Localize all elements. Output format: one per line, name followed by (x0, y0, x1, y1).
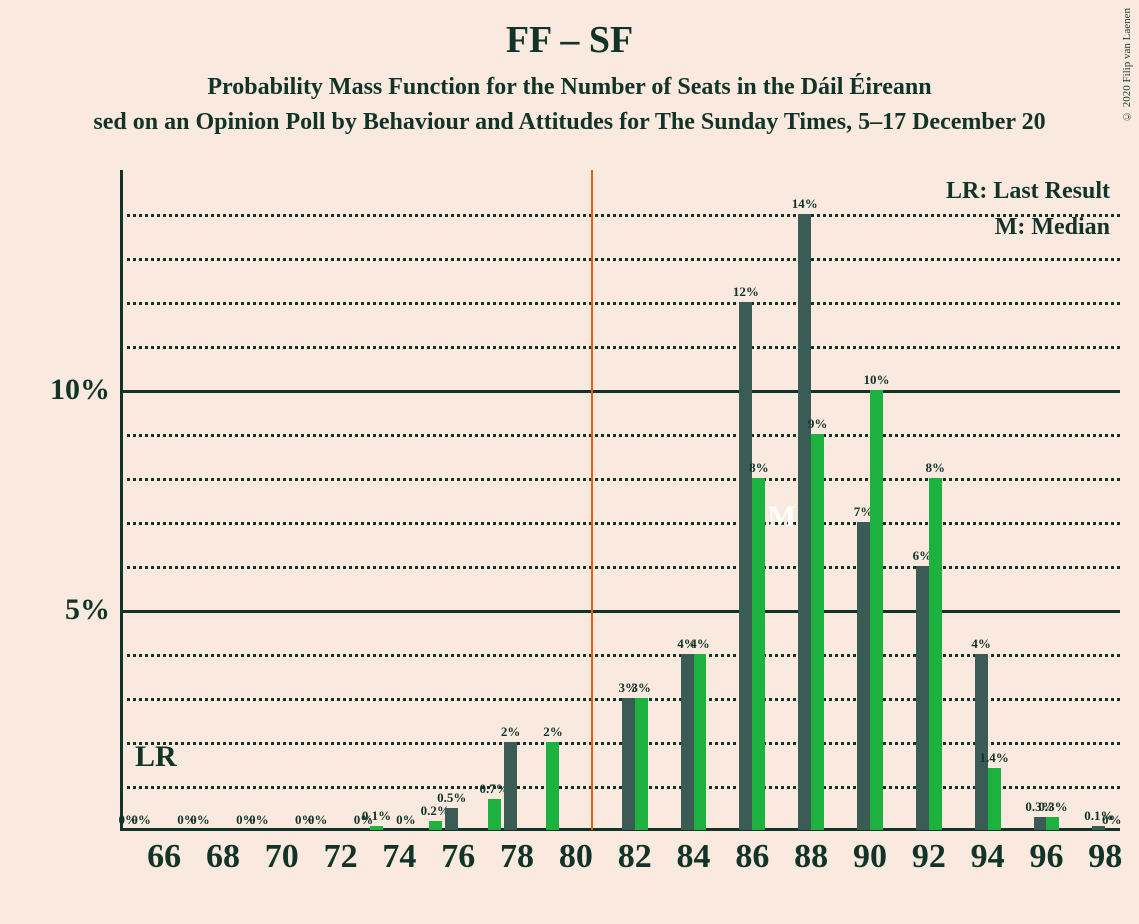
bar-series-a: 14% (798, 214, 811, 830)
legend-m: M: Median (995, 214, 1110, 241)
bar-value-label: 4% (690, 636, 710, 652)
legend-lr: LR: Last Result (946, 178, 1110, 205)
bar-series-b: 3% (635, 698, 648, 830)
x-tick-label: 78 (500, 838, 534, 876)
bar-series-b: 0.3% (1046, 817, 1059, 830)
x-tick-label: 94 (971, 838, 1005, 876)
bar-value-label: 12% (733, 284, 759, 300)
bar-value-label: 0.3% (1038, 799, 1067, 815)
bar-value-label: 8% (749, 460, 769, 476)
chart-title: FF – SF (0, 0, 1139, 62)
bar-value-label: 0% (131, 812, 151, 828)
bar-series-b: 10% (870, 390, 883, 830)
bar-series-a: 0.3% (1034, 817, 1047, 830)
bar-series-a: 4% (975, 654, 988, 830)
x-tick-label: 92 (912, 838, 946, 876)
bar-value-label: 0% (1102, 812, 1122, 828)
x-tick-label: 80 (559, 838, 593, 876)
plot-area: 0%0%0%0%0%0%0%0%0%0.1%0%0.2%0.5%0.7%2%2%… (120, 170, 1120, 830)
lr-label: LR (135, 740, 177, 774)
bar-value-label: 0.5% (437, 790, 466, 806)
median-label: M (768, 500, 796, 534)
x-tick-label: 72 (324, 838, 358, 876)
bar-series-a: 6% (916, 566, 929, 830)
bar-series-a: 3% (622, 698, 635, 830)
bars-container: 0%0%0%0%0%0%0%0%0%0.1%0%0.2%0.5%0.7%2%2%… (120, 170, 1120, 830)
bar-series-a: 2% (504, 742, 517, 830)
x-tick-label: 84 (677, 838, 711, 876)
bar-value-label: 8% (926, 460, 946, 476)
chart-subtitle-1: Probability Mass Function for the Number… (0, 74, 1139, 101)
bar-value-label: 3% (631, 680, 651, 696)
bar-series-a: 4% (681, 654, 694, 830)
y-tick-label: 10% (0, 373, 110, 407)
bar-series-b: 0.1% (370, 826, 383, 830)
bar-series-b: 2% (546, 742, 559, 830)
bar-series-a: 12% (739, 302, 752, 830)
bar-series-b: 8% (752, 478, 765, 830)
bar-series-b: 9% (811, 434, 824, 830)
x-tick-label: 70 (265, 838, 299, 876)
bar-series-b: 0.7% (488, 799, 501, 830)
bar-series-b: 8% (929, 478, 942, 830)
x-axis-labels: 66 68 70 72 74 76 78 80 82 84 86 88 90 92 94 96 98 (120, 838, 1120, 898)
bar-value-label: 2% (543, 724, 563, 740)
bar-value-label: 0.1% (362, 808, 391, 824)
bar-value-label: 2% (501, 724, 521, 740)
x-tick-label: 68 (206, 838, 240, 876)
x-tick-label: 88 (794, 838, 828, 876)
bar-value-label: 0% (190, 812, 210, 828)
x-tick-label: 96 (1029, 838, 1063, 876)
bar-value-label: 14% (792, 196, 818, 212)
copyright-text: © 2020 Filip van Laenen (1121, 8, 1133, 122)
bar-value-label: 9% (808, 416, 828, 432)
bar-value-label: 0% (396, 812, 416, 828)
bar-value-label: 4% (971, 636, 991, 652)
x-tick-label: 76 (441, 838, 475, 876)
bar-series-a: 0.5% (445, 808, 458, 830)
bar-value-label: 0% (249, 812, 269, 828)
bar-value-label: 1.4% (979, 750, 1008, 766)
chart-subtitle-2: sed on an Opinion Poll by Behaviour and … (0, 109, 1139, 136)
bar-series-a: 7% (857, 522, 870, 830)
bar-series-b: 1.4% (988, 768, 1001, 830)
bar-series-b: 4% (694, 654, 707, 830)
x-tick-label: 66 (147, 838, 181, 876)
bar-series-b: 0.2% (429, 821, 442, 830)
x-tick-label: 98 (1088, 838, 1122, 876)
x-tick-label: 74 (382, 838, 416, 876)
x-tick-label: 82 (618, 838, 652, 876)
y-tick-label: 5% (0, 593, 110, 627)
bar-value-label: 10% (863, 372, 889, 388)
bar-value-label: 0% (308, 812, 328, 828)
x-tick-label: 90 (853, 838, 887, 876)
x-tick-label: 86 (735, 838, 769, 876)
